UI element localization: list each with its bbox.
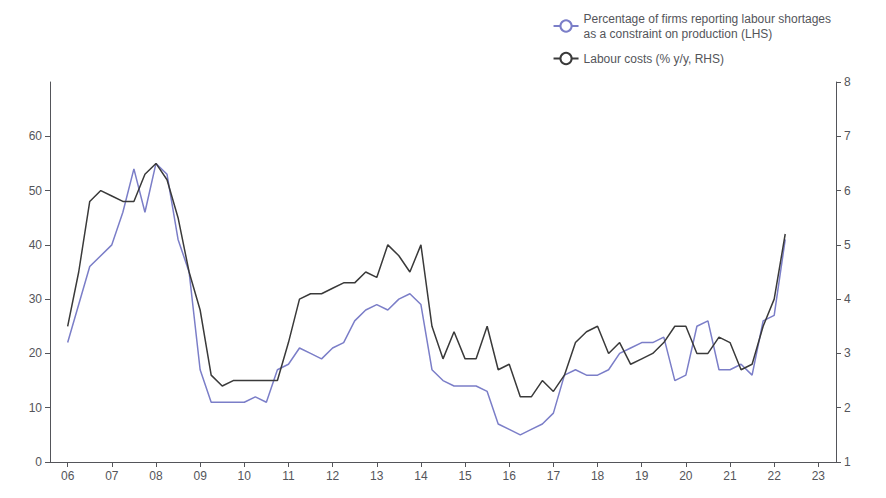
svg-text:0: 0 bbox=[35, 455, 42, 469]
svg-text:22: 22 bbox=[768, 469, 782, 483]
svg-text:10: 10 bbox=[29, 401, 43, 415]
svg-text:1: 1 bbox=[844, 455, 851, 469]
svg-text:8: 8 bbox=[844, 75, 851, 89]
svg-text:14: 14 bbox=[414, 469, 428, 483]
svg-text:30: 30 bbox=[29, 292, 43, 306]
svg-text:5: 5 bbox=[844, 238, 851, 252]
svg-text:18: 18 bbox=[591, 469, 605, 483]
svg-text:15: 15 bbox=[458, 469, 472, 483]
svg-text:11: 11 bbox=[282, 469, 295, 483]
svg-text:60: 60 bbox=[29, 129, 43, 143]
svg-text:21: 21 bbox=[723, 469, 737, 483]
svg-text:40: 40 bbox=[29, 238, 43, 252]
svg-text:16: 16 bbox=[503, 469, 517, 483]
svg-text:4: 4 bbox=[844, 292, 851, 306]
svg-text:Labour costs (% y/y, RHS): Labour costs (% y/y, RHS) bbox=[584, 52, 724, 66]
svg-text:13: 13 bbox=[370, 469, 384, 483]
svg-text:07: 07 bbox=[105, 469, 119, 483]
svg-text:06: 06 bbox=[61, 469, 75, 483]
svg-text:20: 20 bbox=[29, 346, 43, 360]
svg-text:10: 10 bbox=[238, 469, 252, 483]
svg-text:17: 17 bbox=[547, 469, 561, 483]
svg-text:6: 6 bbox=[844, 184, 851, 198]
svg-text:2: 2 bbox=[844, 401, 851, 415]
svg-text:50: 50 bbox=[29, 184, 43, 198]
svg-text:19: 19 bbox=[635, 469, 649, 483]
svg-text:23: 23 bbox=[812, 469, 826, 483]
svg-text:3: 3 bbox=[844, 346, 851, 360]
svg-text:Percentage of firms reporting: Percentage of firms reporting labour sho… bbox=[584, 12, 831, 26]
svg-text:as a constraint on production: as a constraint on production (LHS) bbox=[584, 27, 773, 41]
svg-text:20: 20 bbox=[679, 469, 693, 483]
svg-text:12: 12 bbox=[326, 469, 340, 483]
svg-text:08: 08 bbox=[149, 469, 163, 483]
svg-text:09: 09 bbox=[193, 469, 207, 483]
svg-text:7: 7 bbox=[844, 129, 851, 143]
